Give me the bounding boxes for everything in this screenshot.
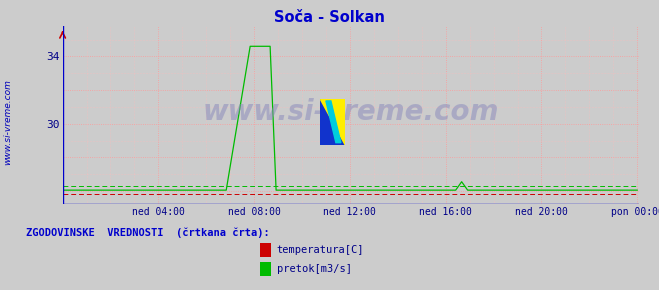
Text: www.si-vreme.com: www.si-vreme.com — [3, 79, 13, 165]
Polygon shape — [320, 99, 345, 145]
Polygon shape — [320, 99, 345, 145]
Text: temperatura[C]: temperatura[C] — [277, 245, 364, 255]
Text: ZGODOVINSKE  VREDNOSTI  (črtkana črta):: ZGODOVINSKE VREDNOSTI (črtkana črta): — [26, 228, 270, 238]
Text: www.si-vreme.com: www.si-vreme.com — [203, 98, 499, 126]
Text: pretok[m3/s]: pretok[m3/s] — [277, 264, 352, 274]
Text: Soča - Solkan: Soča - Solkan — [274, 10, 385, 25]
Polygon shape — [326, 101, 341, 143]
